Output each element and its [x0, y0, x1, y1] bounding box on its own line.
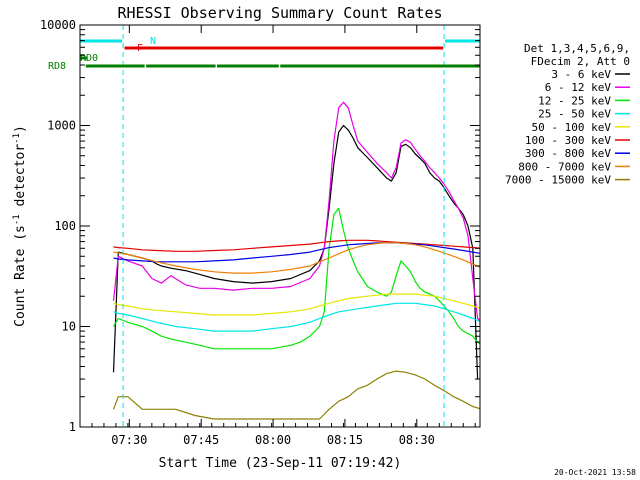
y-tick-label-1: 10: [62, 320, 76, 334]
series-line-7: [113, 242, 480, 274]
y-tick-label-0: 1: [69, 420, 76, 434]
y-axis-label: Count Rate (s-1 detector-1): [12, 125, 28, 327]
legend-label-7: 800 - 7000 keV: [518, 160, 611, 173]
series-line-5: [113, 239, 480, 252]
series-line-8: [112, 370, 480, 420]
series-line-4: [113, 293, 480, 316]
series-line-0: [112, 124, 479, 380]
legend-label-2: 12 - 25 keV: [538, 94, 611, 107]
legend-label-8: 7000 - 15000 keV: [505, 174, 611, 187]
chart-title: RHESSI Observing Summary Count Rates: [117, 4, 442, 22]
state-bar-label-f: F: [137, 43, 143, 54]
y-tick-label-4: 10000: [40, 18, 76, 32]
x-tick-label-4: 08:30: [399, 433, 435, 447]
x-tick-label-3: 08:15: [327, 433, 363, 447]
x-tick-label-1: 07:45: [183, 433, 219, 447]
legend-label-3: 25 - 50 keV: [538, 108, 611, 121]
legend-label-5: 100 - 300 keV: [525, 134, 611, 147]
x-axis-label: Start Time (23-Sep-11 07:19:42): [159, 456, 402, 471]
state-bar-label-n: N: [150, 36, 156, 47]
series-line-3: [113, 302, 480, 332]
series-line-6: [113, 242, 480, 263]
legend-label-0: 3 - 6 keV: [551, 68, 611, 81]
legend: Det 1,3,4,5,6,9, FDecim 2, Att 0 3 - 6 k…: [505, 42, 630, 187]
legend-label-1: 6 - 12 keV: [545, 81, 612, 94]
legend-label-4: 50 - 100 keV: [532, 121, 612, 134]
series-line-1: [112, 101, 480, 322]
legend-header-2: FDecim 2, Att 0: [531, 55, 630, 68]
y-tick-label-3: 1000: [47, 119, 76, 133]
legend-header-1: Det 1,3,4,5,6,9,: [524, 42, 630, 55]
x-tick-label-0: 07:30: [111, 433, 147, 447]
state-bar-label-rd0: RD0: [80, 53, 98, 64]
y-axis: 1 10 100 1000 10000: [40, 18, 480, 434]
series-group: [112, 25, 480, 427]
x-axis: 07:30 07:45 08:00 08:15 08:30: [79, 25, 476, 447]
state-bar-label-rd8: RD8: [48, 61, 66, 72]
legend-label-6: 300 - 800 keV: [525, 147, 611, 160]
plot-area: [112, 25, 480, 427]
footer-timestamp: 20-Oct-2021 13:58: [554, 468, 636, 477]
series-line-2: [112, 207, 480, 350]
y-tick-label-2: 100: [54, 219, 76, 233]
state-bars: NF RD0 RD8: [48, 36, 480, 72]
x-tick-label-2: 08:00: [255, 433, 291, 447]
